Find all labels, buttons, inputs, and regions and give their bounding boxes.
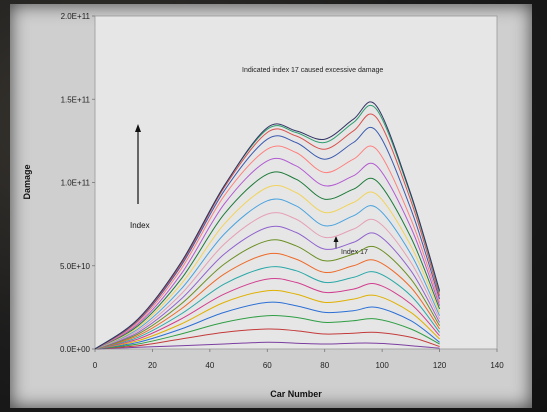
annotation-note: Indicated index 17 caused excessive dama… <box>242 67 383 74</box>
series-line <box>94 198 441 350</box>
index-arrowhead <box>135 124 141 132</box>
series-line <box>94 341 440 350</box>
series-line <box>94 184 441 350</box>
series-line <box>94 266 440 350</box>
x-tick-label: 80 <box>320 361 329 370</box>
x-axis-title: Car Number <box>270 389 322 399</box>
index-label: Index <box>130 221 150 230</box>
x-tick-label: 100 <box>375 361 389 370</box>
series-line <box>94 239 441 350</box>
y-axis-title: Damage <box>22 164 32 199</box>
x-tick-label: 20 <box>148 361 157 370</box>
series-line <box>94 145 441 350</box>
series-line <box>94 157 441 350</box>
chart-panel: Car Number Damage Indicated index 17 cau… <box>10 4 532 408</box>
index17-label: Index 17 <box>341 249 368 256</box>
series-line <box>94 113 441 350</box>
series-line <box>94 328 440 350</box>
series-line <box>94 277 440 350</box>
x-tick-label: 140 <box>490 361 504 370</box>
index17-arrowhead <box>333 236 339 242</box>
series-line <box>94 252 441 350</box>
series-line <box>94 314 440 350</box>
series-line <box>94 301 440 350</box>
x-tick-label: 60 <box>263 361 272 370</box>
x-tick-label: 0 <box>93 361 98 370</box>
series-line <box>94 101 441 350</box>
y-tick-label: 1.0E+11 <box>61 179 91 188</box>
series-line <box>94 171 441 350</box>
series-line <box>94 225 441 350</box>
series-line <box>94 126 441 350</box>
x-tick-label: 40 <box>205 361 214 370</box>
series-line <box>94 212 441 350</box>
y-tick-label: 5.0E+10 <box>60 262 91 271</box>
y-tick-label: 1.5E+11 <box>61 95 91 104</box>
x-tick-label: 120 <box>433 361 447 370</box>
y-tick-label: 2.0E+11 <box>61 12 91 21</box>
series-line <box>94 289 440 350</box>
damage-line-chart: Car Number Damage Indicated index 17 cau… <box>22 12 504 399</box>
y-tick-label: 0.0E+00 <box>60 345 91 354</box>
